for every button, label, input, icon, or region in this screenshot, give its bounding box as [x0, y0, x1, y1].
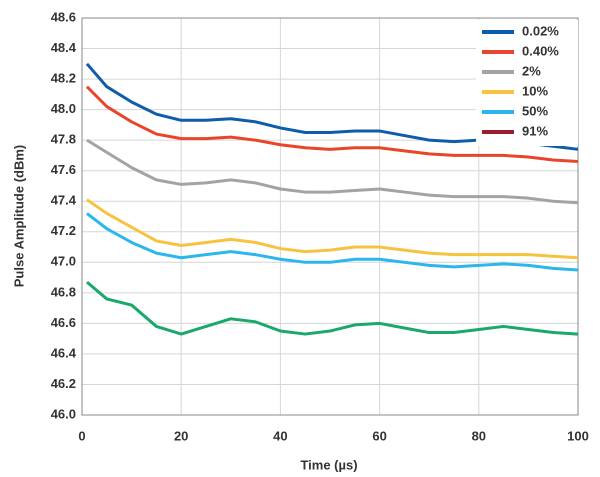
- y-tick-label: 47.0: [51, 254, 76, 269]
- legend-label: 50%: [522, 103, 548, 118]
- y-tick-label: 48.2: [51, 71, 76, 86]
- legend-label: 2%: [522, 63, 541, 78]
- legend-label: 10%: [522, 83, 548, 98]
- series-line: [85, 85, 579, 164]
- y-tick-label: 47.2: [51, 223, 76, 238]
- series-line: [86, 138, 579, 205]
- legend-label: 0.02%: [522, 23, 559, 38]
- x-tick-label: 0: [78, 428, 85, 443]
- y-tick-label: 48.4: [51, 40, 77, 55]
- legend-label: 91%: [522, 123, 548, 138]
- y-tick-label: 46.4: [51, 345, 77, 360]
- y-tick-label: 47.4: [51, 193, 77, 208]
- y-tick-label: 47.6: [51, 162, 76, 177]
- series-line: [86, 212, 579, 272]
- x-tick-label: 20: [174, 428, 188, 443]
- x-tick-label: 100: [567, 428, 589, 443]
- x-tick-label: 60: [372, 428, 386, 443]
- x-axis-label: Time (µs): [300, 457, 357, 472]
- y-tick-label: 47.8: [51, 132, 76, 147]
- x-tick-label: 80: [472, 428, 486, 443]
- y-tick-label: 46.8: [51, 284, 76, 299]
- legend-label: 0.40%: [522, 43, 559, 58]
- y-tick-label: 46.0: [51, 406, 76, 421]
- x-tick-label: 40: [273, 428, 287, 443]
- legend-box: [476, 20, 578, 146]
- y-tick-label: 46.2: [51, 376, 76, 391]
- y-tick-label: 48.0: [51, 101, 76, 116]
- series-line: [85, 281, 579, 336]
- plot-frame: [81, 17, 579, 416]
- series-line: [86, 198, 579, 260]
- y-tick-label: 48.6: [51, 9, 76, 24]
- y-tick-label: 46.6: [51, 315, 76, 330]
- y-axis-label: Pulse Amplitude (dBm): [11, 145, 26, 288]
